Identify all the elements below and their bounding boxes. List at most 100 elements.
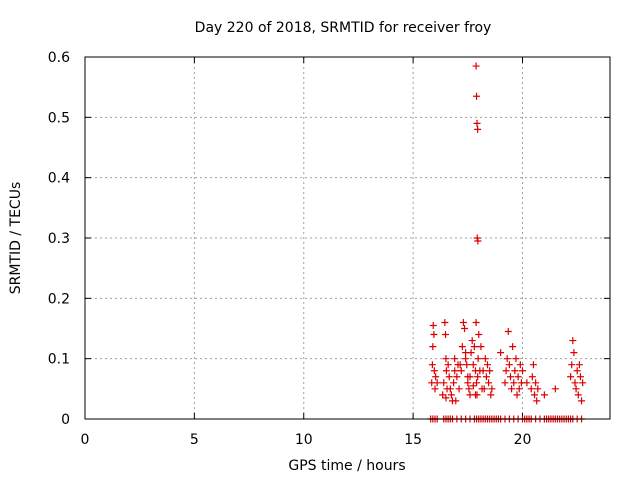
data-point (441, 318, 449, 326)
data-point (574, 391, 582, 399)
data-point (568, 361, 576, 369)
data-point (569, 337, 577, 345)
data-point (462, 349, 470, 357)
x-tick-label: 10 (295, 432, 313, 448)
x-tick-label: 5 (190, 432, 199, 448)
data-point (430, 331, 438, 339)
data-point (528, 373, 536, 381)
data-point (579, 379, 587, 387)
data-point (516, 361, 524, 369)
data-point (450, 379, 458, 387)
data-point (473, 92, 481, 100)
data-point (475, 331, 483, 339)
data-point (519, 367, 526, 375)
x-axis-label: GPS time / hours (288, 458, 405, 474)
data-point (458, 343, 466, 351)
data-point (442, 367, 450, 375)
data-point (508, 385, 516, 393)
data-point (470, 343, 478, 351)
data-point (451, 355, 459, 363)
data-point (511, 367, 519, 375)
data-point (523, 379, 531, 387)
data-point (529, 361, 537, 369)
y-tick-label: 0.1 (48, 352, 70, 368)
data-point (471, 391, 479, 399)
data-point (486, 367, 494, 375)
data-point (433, 379, 441, 387)
data-point (455, 385, 463, 393)
data-point (468, 337, 476, 345)
data-point (481, 355, 489, 363)
y-axis-label: SRMTID / TECUs (8, 182, 24, 295)
data-point (457, 367, 465, 375)
data-point (447, 391, 455, 399)
data-point (513, 391, 521, 399)
x-tick-label: 0 (81, 432, 90, 448)
data-point (488, 385, 496, 393)
data-point (514, 373, 522, 381)
data-point (527, 385, 535, 393)
chart-title: Day 220 of 2018, SRMTID for receiver fro… (195, 20, 492, 36)
data-point (469, 382, 477, 390)
data-point (534, 385, 542, 393)
data-point (461, 325, 469, 332)
data-point (472, 62, 480, 70)
data-point (487, 391, 495, 399)
data-point (531, 391, 539, 399)
plot-frame (84, 56, 611, 420)
data-point (459, 318, 467, 326)
data-point (442, 394, 450, 402)
data-point (540, 391, 548, 399)
data-point (445, 373, 453, 381)
data-point (533, 397, 541, 405)
data-point (451, 367, 459, 375)
data-point (504, 328, 512, 336)
data-point (497, 349, 505, 357)
data-point (444, 361, 452, 369)
data-point (469, 361, 477, 369)
data-point (575, 361, 583, 369)
data-point (474, 237, 482, 245)
x-tick-label: 20 (514, 432, 532, 448)
data-points (427, 62, 587, 423)
data-point (477, 343, 485, 351)
y-tick-label: 0 (61, 412, 70, 428)
data-point (473, 234, 481, 242)
data-point (474, 125, 482, 133)
data-point (429, 343, 437, 351)
data-point (502, 367, 510, 375)
data-point (573, 367, 581, 375)
data-point (463, 361, 471, 369)
data-point (442, 355, 450, 363)
data-point (515, 385, 523, 393)
data-point (439, 391, 447, 399)
data-point (578, 397, 586, 405)
data-point (456, 361, 464, 369)
data-point (428, 361, 436, 369)
data-point (440, 379, 448, 387)
data-point (484, 361, 491, 369)
y-tick-label: 0.2 (48, 291, 70, 307)
data-point (532, 379, 540, 387)
data-point (446, 385, 454, 393)
data-point (576, 373, 584, 381)
data-point (485, 379, 493, 387)
y-tick-label: 0.5 (48, 110, 70, 126)
data-point (567, 373, 575, 381)
data-point (453, 373, 461, 381)
data-point (473, 119, 481, 127)
y-axis-ticks: 0 0.1 0.2 0.3 0.4 0.5 0.6 (48, 50, 610, 428)
data-point (512, 355, 520, 363)
data-point (474, 355, 482, 363)
data-point (464, 379, 472, 387)
data-point (572, 385, 580, 393)
data-point (432, 373, 440, 381)
data-point (429, 321, 437, 329)
data-point (503, 355, 511, 363)
data-point (431, 385, 439, 393)
y-tick-label: 0.3 (48, 231, 70, 247)
data-point (551, 385, 559, 393)
data-point (465, 385, 473, 393)
data-point (452, 397, 460, 405)
x-tick-label: 15 (404, 432, 422, 448)
